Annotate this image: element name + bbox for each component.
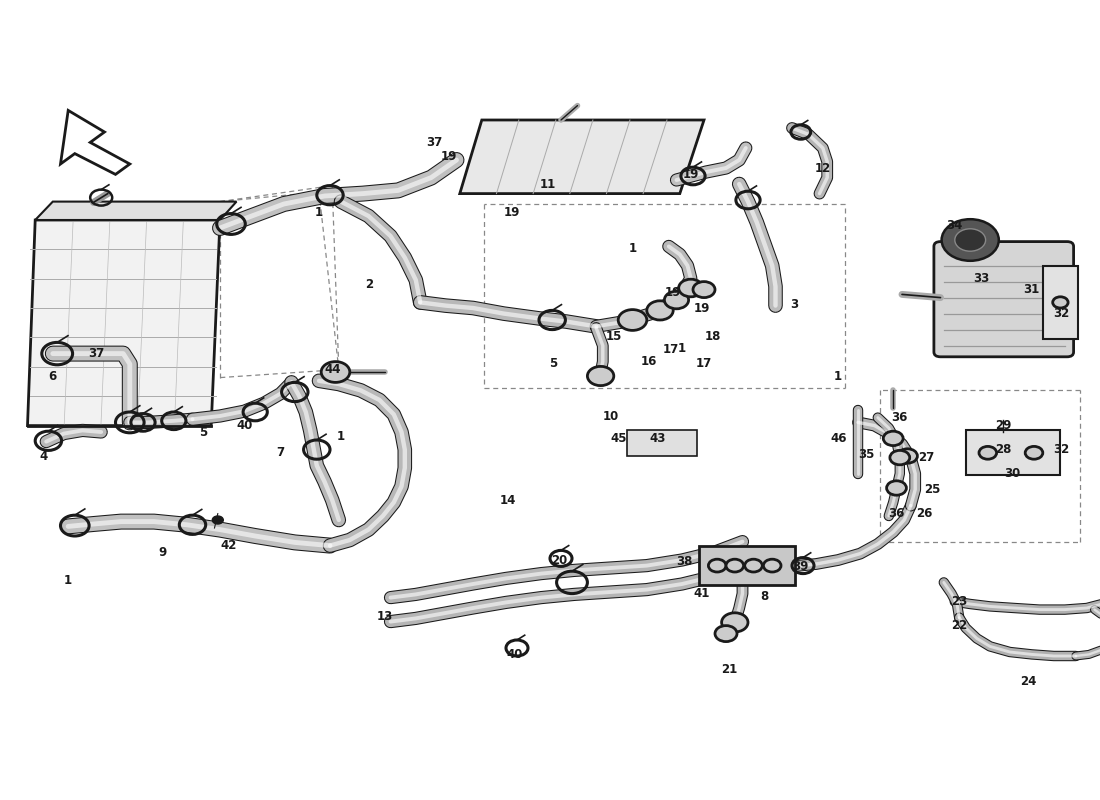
FancyBboxPatch shape <box>627 430 697 456</box>
Circle shape <box>883 431 903 446</box>
Text: 28: 28 <box>996 443 1011 456</box>
Text: 12: 12 <box>815 162 830 174</box>
Circle shape <box>587 366 614 386</box>
Text: 21: 21 <box>722 663 737 676</box>
Text: 5: 5 <box>549 358 558 370</box>
Text: 24: 24 <box>1021 675 1036 688</box>
Polygon shape <box>28 220 220 426</box>
Text: 1: 1 <box>315 206 323 218</box>
Circle shape <box>942 219 999 261</box>
Circle shape <box>722 613 748 632</box>
FancyBboxPatch shape <box>698 546 795 585</box>
Circle shape <box>679 279 703 297</box>
Circle shape <box>693 282 715 298</box>
Text: 33: 33 <box>974 272 989 285</box>
Text: 36: 36 <box>892 411 907 424</box>
Circle shape <box>212 516 223 524</box>
Circle shape <box>715 626 737 642</box>
Text: 1: 1 <box>834 370 843 382</box>
Text: 9: 9 <box>158 546 167 558</box>
Text: 23: 23 <box>952 595 967 608</box>
Text: 40: 40 <box>236 419 252 432</box>
Circle shape <box>708 559 726 572</box>
Text: 4: 4 <box>40 450 48 462</box>
Text: 11: 11 <box>540 178 556 190</box>
Text: 32: 32 <box>1054 307 1069 320</box>
Text: 3: 3 <box>790 298 799 310</box>
Text: 18: 18 <box>705 330 720 342</box>
Text: 15: 15 <box>606 330 621 342</box>
Circle shape <box>887 481 906 495</box>
Text: 10: 10 <box>603 410 618 422</box>
Text: 7: 7 <box>276 446 285 458</box>
Text: 20: 20 <box>551 554 566 566</box>
Text: 39: 39 <box>793 560 808 573</box>
Circle shape <box>1025 446 1043 459</box>
Text: 25: 25 <box>925 483 940 496</box>
Text: 30: 30 <box>1004 467 1020 480</box>
FancyBboxPatch shape <box>934 242 1074 357</box>
Text: 46: 46 <box>830 432 847 445</box>
Text: 44: 44 <box>323 363 341 376</box>
Text: 42: 42 <box>221 539 236 552</box>
Text: 37: 37 <box>89 347 104 360</box>
Text: 29: 29 <box>996 419 1011 432</box>
Circle shape <box>979 446 997 459</box>
Text: 1: 1 <box>64 574 73 586</box>
Text: 2: 2 <box>365 278 374 290</box>
Text: 1: 1 <box>337 430 345 442</box>
Text: 16: 16 <box>641 355 657 368</box>
Circle shape <box>898 449 917 463</box>
Circle shape <box>647 301 673 320</box>
Text: 19: 19 <box>683 168 698 181</box>
Circle shape <box>664 291 689 309</box>
Text: 19: 19 <box>504 206 519 218</box>
Text: 41: 41 <box>694 587 710 600</box>
Circle shape <box>955 229 986 251</box>
Text: 19: 19 <box>441 150 456 162</box>
Text: 38: 38 <box>676 555 692 568</box>
Circle shape <box>321 362 350 382</box>
Text: 8: 8 <box>760 590 769 602</box>
Text: 22: 22 <box>952 619 967 632</box>
Text: 1: 1 <box>678 342 686 354</box>
Text: 1: 1 <box>628 242 637 254</box>
Text: 19: 19 <box>666 286 681 298</box>
Text: 40: 40 <box>507 648 522 661</box>
Circle shape <box>726 559 744 572</box>
Circle shape <box>890 450 910 465</box>
Text: 43: 43 <box>650 432 666 445</box>
Text: 17: 17 <box>663 343 679 356</box>
Polygon shape <box>60 110 130 174</box>
Text: 13: 13 <box>377 610 393 622</box>
Circle shape <box>1053 297 1068 308</box>
Text: 36: 36 <box>889 507 904 520</box>
Circle shape <box>763 559 781 572</box>
Text: 31: 31 <box>1024 283 1040 296</box>
Text: 17: 17 <box>696 358 712 370</box>
Text: 45: 45 <box>609 432 627 445</box>
Polygon shape <box>35 202 236 220</box>
Circle shape <box>618 310 647 330</box>
FancyBboxPatch shape <box>1043 266 1078 339</box>
Text: 32: 32 <box>1054 443 1069 456</box>
Text: 35: 35 <box>859 448 874 461</box>
FancyBboxPatch shape <box>966 430 1060 475</box>
Text: 34: 34 <box>947 219 962 232</box>
Text: 26: 26 <box>916 507 932 520</box>
Text: 37: 37 <box>427 136 442 149</box>
Text: 6: 6 <box>48 370 57 382</box>
Polygon shape <box>460 120 704 194</box>
Text: 27: 27 <box>918 451 934 464</box>
Text: 19: 19 <box>694 302 710 314</box>
Text: 14: 14 <box>500 494 516 506</box>
Text: 5: 5 <box>199 426 208 438</box>
Circle shape <box>745 559 762 572</box>
